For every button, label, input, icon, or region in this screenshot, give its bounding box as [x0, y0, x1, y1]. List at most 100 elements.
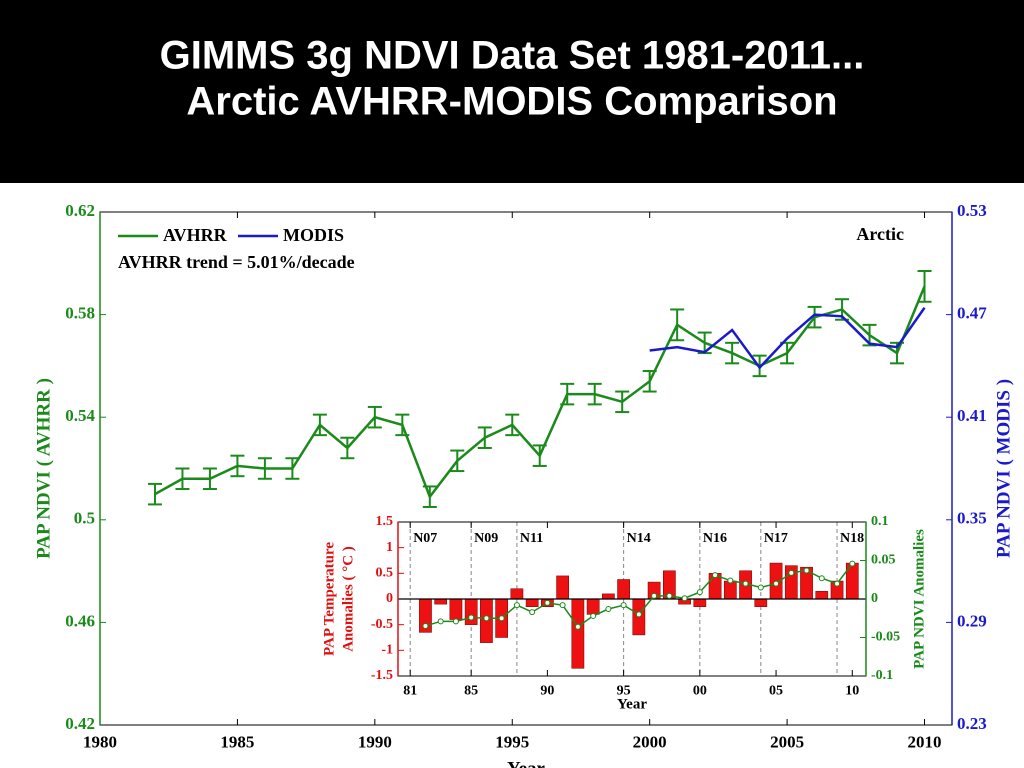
- x-tick-label: 1990: [358, 733, 392, 752]
- x-tick-label: 05: [769, 684, 783, 699]
- y2-axis-label: PAP NDVI Anomalies: [911, 529, 927, 669]
- bar: [602, 593, 615, 600]
- bar: [449, 598, 463, 620]
- y-axis-label: Anomalies ( °C ): [340, 546, 356, 652]
- marker: [468, 614, 475, 621]
- sensor-label: N16: [703, 531, 727, 546]
- sensor-label: N07: [413, 531, 437, 546]
- marker: [590, 612, 597, 619]
- y-axis-label: PAP NDVI ( AVHRR ): [33, 378, 54, 559]
- x-tick-label: 1980: [83, 733, 117, 752]
- marker: [757, 584, 764, 591]
- marker: [422, 622, 429, 629]
- bar: [464, 598, 478, 625]
- marker: [544, 599, 551, 606]
- bar: [723, 580, 737, 600]
- marker: [834, 580, 841, 587]
- marker: [620, 602, 627, 609]
- marker: [666, 592, 673, 599]
- marker: [452, 618, 459, 625]
- x-tick-label: 85: [464, 684, 478, 699]
- sensor-label: N09: [474, 531, 498, 546]
- marker: [574, 623, 581, 630]
- legend-label: MODIS: [283, 225, 344, 245]
- yticks-tick-label: 0.42: [65, 714, 95, 733]
- x-tick-label: 2000: [633, 733, 667, 752]
- bar: [571, 598, 585, 669]
- legend-label: AVHRR: [163, 225, 228, 245]
- y2ticks-tick-label: 0: [871, 591, 878, 606]
- yticks-tick-label: 0.5: [376, 566, 394, 581]
- marker: [498, 615, 505, 622]
- marker: [437, 618, 444, 625]
- marker: [529, 609, 536, 616]
- yticks-tick-label: 0: [386, 591, 393, 606]
- bar: [586, 598, 600, 615]
- marker: [696, 589, 703, 596]
- y2ticks-tick-label: 0.47: [957, 304, 987, 323]
- sensor-label: N14: [627, 531, 651, 546]
- marker: [742, 580, 749, 587]
- yticks-tick-label: 0.5: [74, 509, 95, 528]
- y2ticks-tick-label: 0.53: [957, 201, 987, 220]
- sensor-label: N17: [764, 531, 788, 546]
- title-band: [0, 0, 1024, 183]
- x-tick-label: 90: [540, 684, 554, 699]
- bar: [754, 598, 768, 607]
- y2ticks-tick-label: -0.05: [871, 630, 900, 645]
- marker: [513, 602, 520, 609]
- yticks-tick-label: 1.5: [376, 514, 394, 529]
- yticks-tick-label: -1.5: [371, 668, 393, 683]
- y2ticks-tick-label: 0.41: [957, 406, 987, 425]
- x-tick-label: 2010: [908, 733, 942, 752]
- x-tick-label: 95: [617, 684, 631, 699]
- marker: [712, 572, 719, 579]
- marker: [818, 575, 825, 582]
- yticks-tick-label: 0.54: [65, 406, 95, 425]
- bar: [525, 598, 539, 607]
- bar: [617, 579, 630, 600]
- sensor-label: N11: [520, 531, 543, 546]
- y-axis-label: PAP Temperature: [321, 542, 337, 656]
- sensor-label: N18: [840, 531, 864, 546]
- x-tick-label: 1985: [220, 733, 254, 752]
- bar: [510, 588, 524, 600]
- title: Arctic AVHRR-MODIS Comparison: [186, 80, 837, 124]
- y2ticks-tick-label: 0.23: [957, 714, 987, 733]
- x-axis-label: Year: [617, 696, 647, 712]
- y2ticks-tick-label: 0.35: [957, 509, 987, 528]
- y2ticks-tick-label: 0.29: [957, 611, 987, 630]
- x-tick-label: 1995: [495, 733, 529, 752]
- yticks-tick-label: 0.62: [65, 201, 95, 220]
- marker: [605, 606, 612, 613]
- yticks-tick-label: 0.46: [65, 611, 95, 630]
- x-tick-label: 81: [403, 684, 417, 699]
- title: GIMMS 3g NDVI Data Set 1981-2011...: [160, 34, 865, 78]
- yticks-tick-label: 1: [386, 540, 393, 555]
- marker: [483, 615, 490, 622]
- marker: [788, 569, 795, 576]
- y2-axis-label: PAP NDVI ( MODIS ): [993, 379, 1014, 558]
- x-axis-label: Year: [507, 758, 546, 768]
- bar: [556, 575, 569, 600]
- marker: [803, 567, 810, 574]
- y2ticks-tick-label: -0.1: [871, 668, 893, 683]
- marker: [849, 560, 856, 567]
- marker: [681, 595, 688, 602]
- marker: [773, 580, 780, 587]
- y2ticks-tick-label: 0.1: [871, 514, 889, 529]
- yticks-tick-label: 0.58: [65, 304, 95, 323]
- marker: [651, 592, 658, 599]
- x-tick-label: 2005: [770, 733, 804, 752]
- annotation: AVHRR trend = 5.01%/decade: [118, 252, 355, 272]
- series-line: [649, 307, 926, 370]
- y2ticks-tick-label: 0.05: [871, 553, 896, 568]
- bar: [693, 598, 707, 607]
- x-tick-label: 00: [693, 684, 707, 699]
- marker: [635, 611, 642, 618]
- annotation: Arctic: [856, 224, 904, 244]
- marker: [559, 602, 566, 609]
- yticks-tick-label: -1: [381, 643, 393, 658]
- bar: [434, 598, 448, 605]
